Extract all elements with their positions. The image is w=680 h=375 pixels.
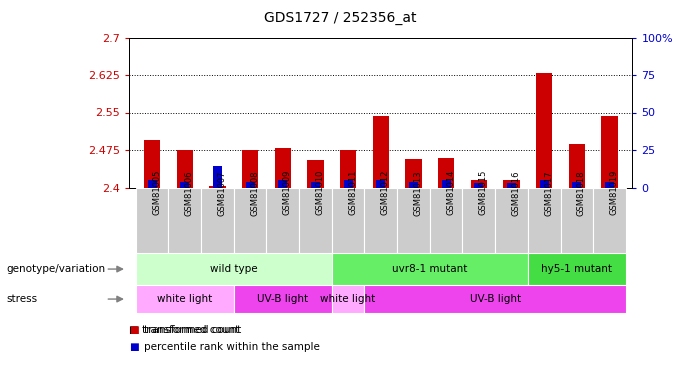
Text: GDS1727 / 252356_at: GDS1727 / 252356_at xyxy=(264,11,416,25)
Bar xyxy=(364,188,397,253)
Bar xyxy=(299,188,332,253)
Bar xyxy=(593,188,626,253)
Text: ■: ■ xyxy=(129,325,139,335)
Text: GSM81009: GSM81009 xyxy=(283,170,292,215)
Bar xyxy=(568,144,585,188)
Bar xyxy=(136,285,234,313)
Bar xyxy=(376,180,386,188)
Text: GSM81008: GSM81008 xyxy=(250,170,259,216)
Bar xyxy=(234,285,332,313)
Bar xyxy=(275,148,291,188)
Bar xyxy=(245,182,254,188)
Bar xyxy=(209,186,226,188)
Bar xyxy=(148,180,156,188)
Bar xyxy=(536,72,552,188)
Text: GSM81012: GSM81012 xyxy=(381,170,390,215)
Text: GSM81010: GSM81010 xyxy=(316,170,324,215)
Bar xyxy=(475,183,483,188)
Bar xyxy=(242,150,258,188)
Text: GSM81018: GSM81018 xyxy=(577,170,586,216)
Bar xyxy=(213,166,222,188)
Bar xyxy=(397,188,430,253)
Bar xyxy=(267,188,299,253)
Bar xyxy=(311,182,320,188)
Text: GSM81019: GSM81019 xyxy=(609,170,619,215)
Bar xyxy=(507,183,516,188)
Text: white light: white light xyxy=(157,294,212,304)
Text: UV-B light: UV-B light xyxy=(257,294,308,304)
Bar xyxy=(136,253,332,285)
Text: transformed count: transformed count xyxy=(144,325,241,335)
Bar xyxy=(201,188,234,253)
Bar xyxy=(405,159,422,188)
Bar xyxy=(234,188,267,253)
Bar xyxy=(343,180,353,188)
Text: GSM81006: GSM81006 xyxy=(185,170,194,216)
Bar xyxy=(278,180,287,188)
Text: UV-B light: UV-B light xyxy=(470,294,521,304)
Text: uvr8-1 mutant: uvr8-1 mutant xyxy=(392,264,468,274)
Bar xyxy=(601,116,617,188)
Bar xyxy=(340,150,356,188)
Text: hy5-1 mutant: hy5-1 mutant xyxy=(541,264,613,274)
Text: GSM81017: GSM81017 xyxy=(544,170,553,216)
Bar xyxy=(430,188,462,253)
Text: white light: white light xyxy=(320,294,376,304)
Bar xyxy=(180,182,189,188)
Bar xyxy=(332,188,364,253)
Bar xyxy=(573,182,581,188)
Bar xyxy=(364,285,626,313)
Text: ■: ■ xyxy=(129,342,139,352)
Bar xyxy=(540,180,549,188)
Bar xyxy=(136,188,169,253)
Text: GSM81005: GSM81005 xyxy=(152,170,161,215)
Bar xyxy=(605,182,614,188)
Bar xyxy=(177,150,193,188)
Bar xyxy=(560,188,593,253)
Text: GSM81007: GSM81007 xyxy=(218,170,226,216)
Bar xyxy=(462,188,495,253)
Bar xyxy=(307,160,324,188)
Bar xyxy=(332,285,364,313)
Bar xyxy=(503,180,520,188)
Bar xyxy=(373,116,389,188)
Bar xyxy=(169,188,201,253)
Bar xyxy=(438,158,454,188)
Bar xyxy=(471,180,487,188)
Text: wild type: wild type xyxy=(210,264,258,274)
Bar xyxy=(144,140,160,188)
Text: genotype/variation: genotype/variation xyxy=(7,264,106,274)
Bar xyxy=(528,188,560,253)
Bar xyxy=(441,180,451,188)
Bar xyxy=(528,253,626,285)
Text: GSM81011: GSM81011 xyxy=(348,170,357,215)
Bar xyxy=(495,188,528,253)
Text: GSM81016: GSM81016 xyxy=(511,170,520,216)
Bar xyxy=(409,182,418,188)
Text: GSM81015: GSM81015 xyxy=(479,170,488,215)
Text: percentile rank within the sample: percentile rank within the sample xyxy=(144,342,320,352)
Text: GSM81014: GSM81014 xyxy=(446,170,455,215)
Bar xyxy=(332,253,528,285)
Text: stress: stress xyxy=(7,294,38,304)
Text: ■ transformed count: ■ transformed count xyxy=(129,325,239,335)
Text: GSM81013: GSM81013 xyxy=(413,170,422,216)
